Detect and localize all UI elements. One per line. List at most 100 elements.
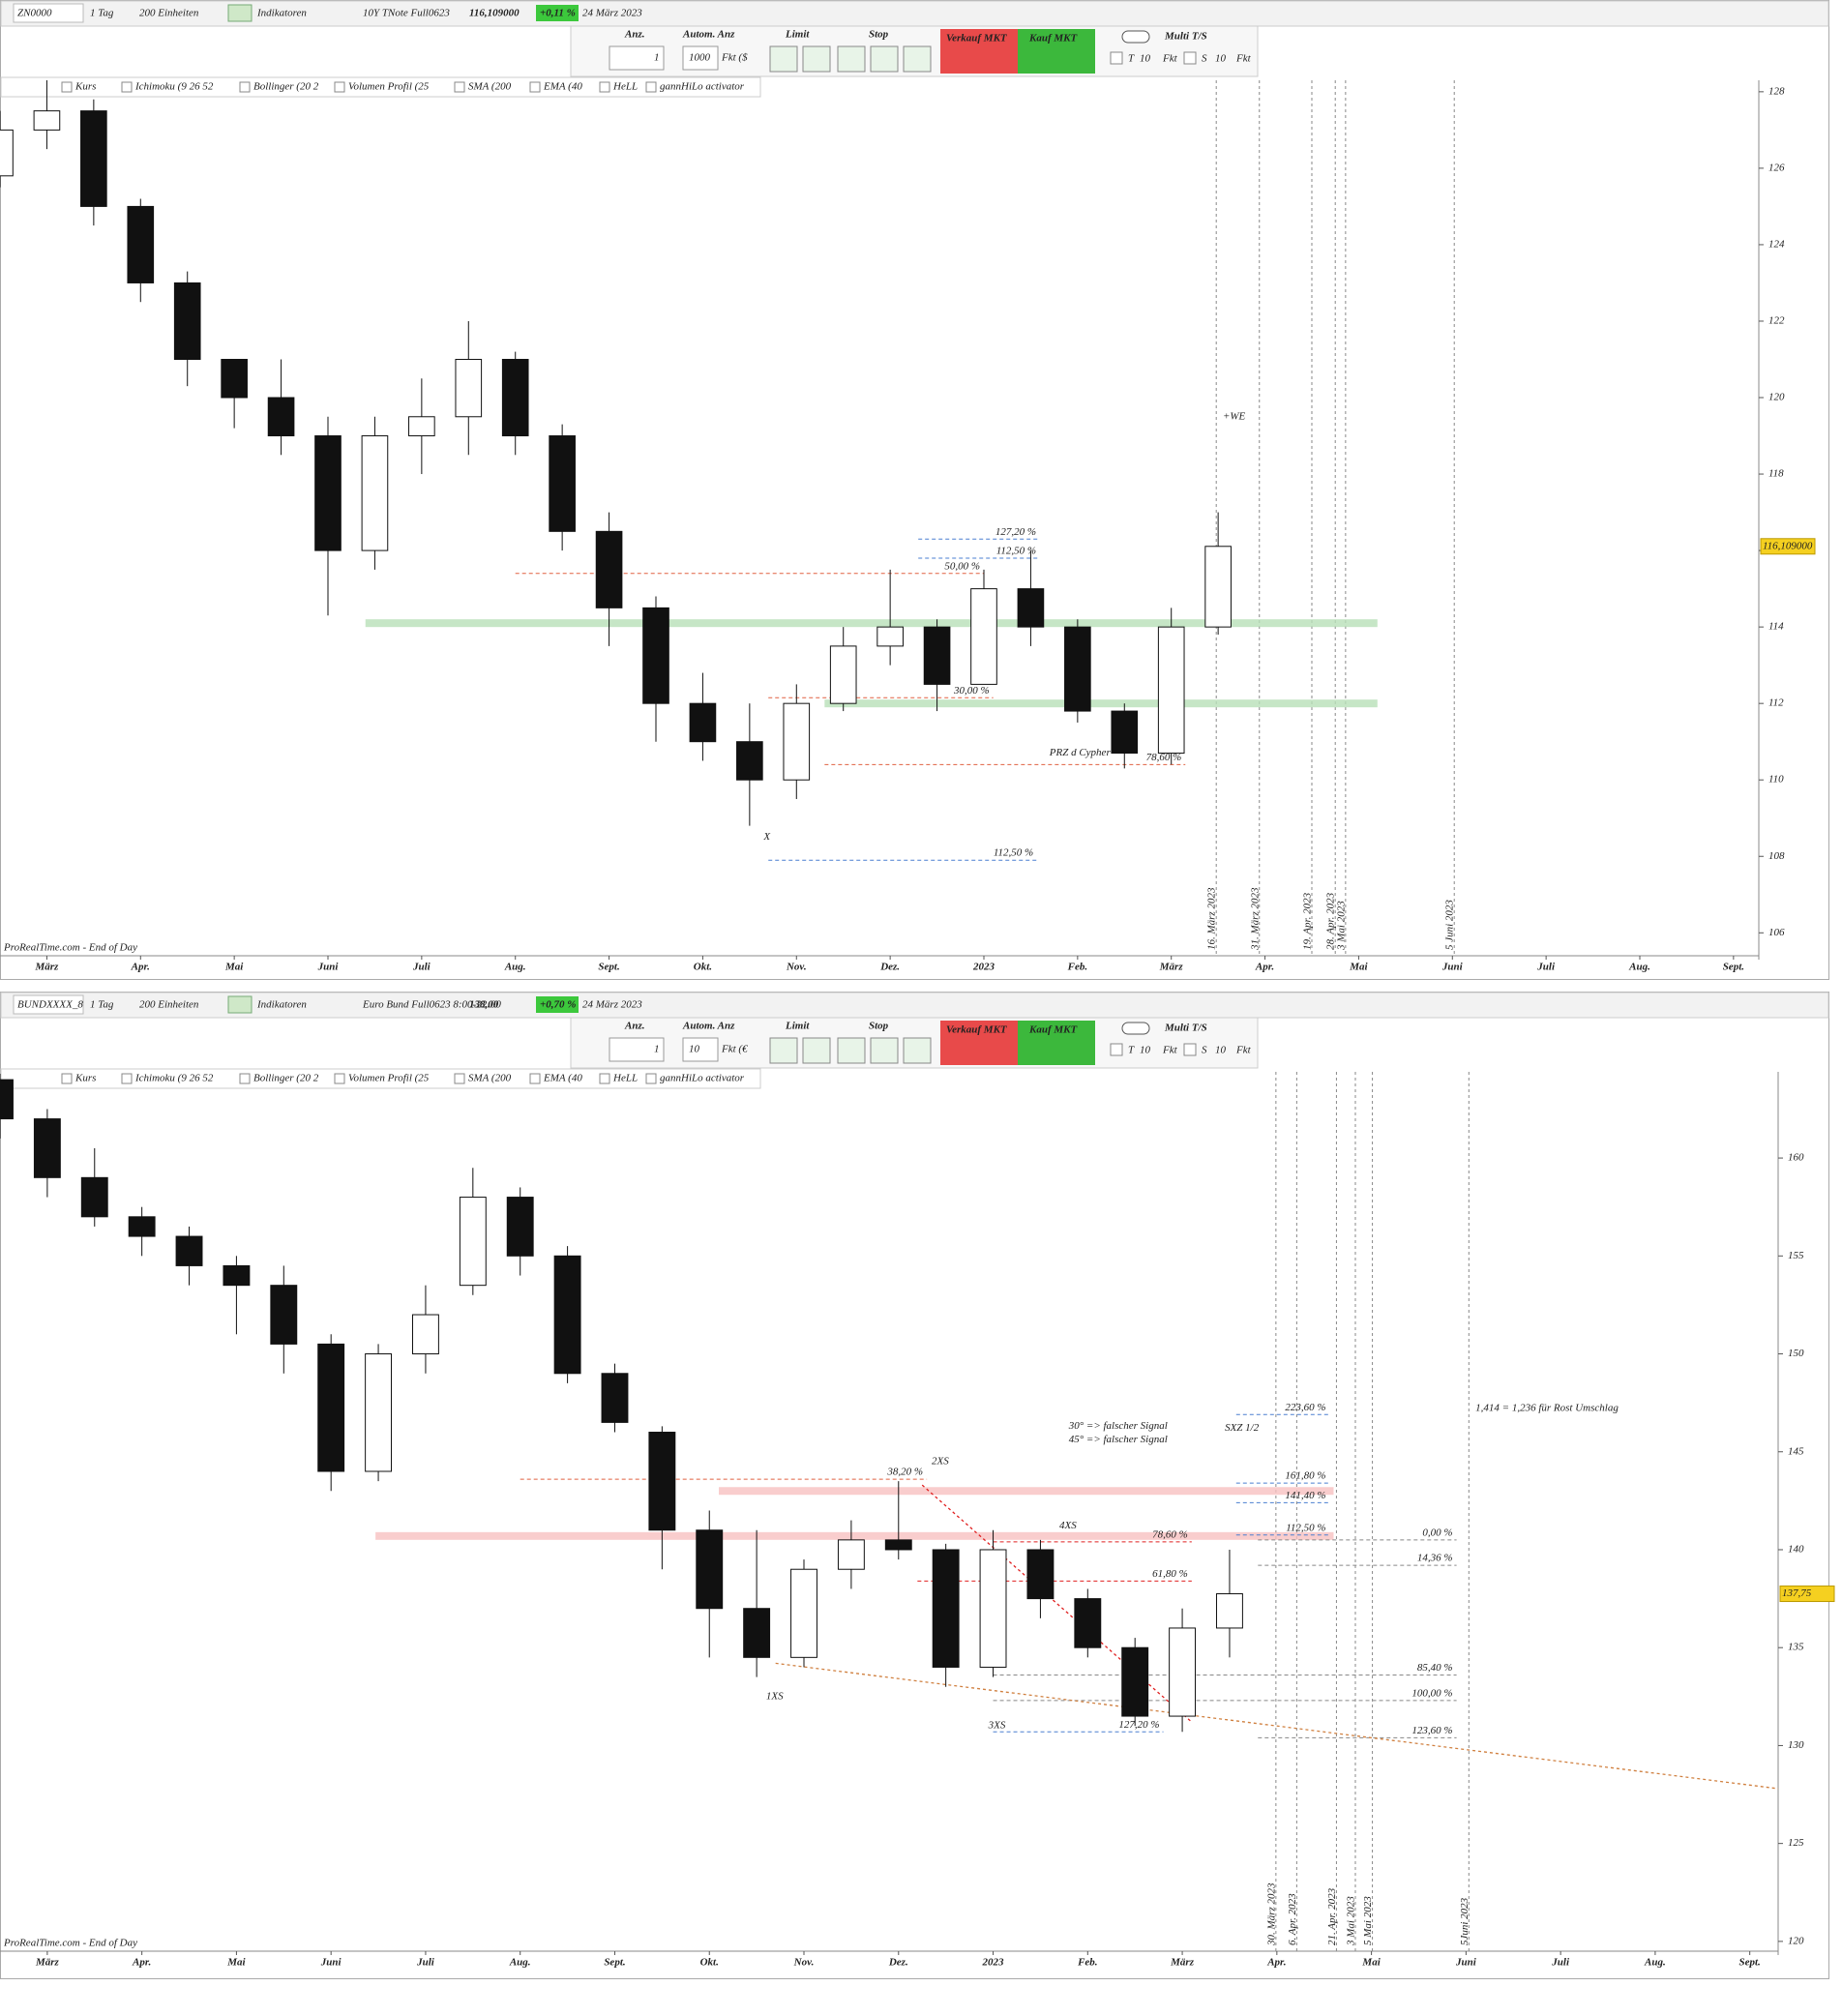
legend-check[interactable]	[334, 1073, 345, 1084]
order-icon[interactable]	[903, 1037, 932, 1064]
qty-box[interactable]	[609, 1037, 665, 1062]
legend-item[interactable]: EMA (40	[543, 1073, 582, 1084]
auto-qty-box[interactable]	[682, 45, 719, 71]
order-icon[interactable]	[769, 1037, 798, 1064]
y-tick-label: 160	[1788, 1152, 1804, 1164]
x-tick-label: Dez.	[879, 962, 900, 973]
s-check[interactable]	[1183, 51, 1197, 65]
legend-check[interactable]	[599, 81, 610, 93]
order-icon[interactable]	[802, 1037, 831, 1064]
symbol-box[interactable]	[13, 994, 84, 1015]
units-select[interactable]: 200 Einheiten	[139, 8, 199, 19]
s-check[interactable]	[1183, 1043, 1197, 1056]
y-tick-label: 106	[1768, 927, 1785, 938]
x-tick-label: Dez.	[888, 1957, 908, 1969]
legend-check[interactable]	[645, 81, 657, 93]
t-check[interactable]	[1110, 1043, 1123, 1056]
t-check[interactable]	[1110, 51, 1123, 65]
auto-qty-field[interactable]: 1000	[689, 52, 711, 64]
period-select[interactable]: 1 Tag	[90, 999, 114, 1011]
units-select[interactable]: 200 Einheiten	[139, 999, 199, 1011]
fib-label: 127,20 %	[1118, 1719, 1159, 1731]
legend-item[interactable]: Ichimoku (9 26 52	[134, 1073, 214, 1084]
legend-check[interactable]	[454, 1073, 465, 1084]
legend-item[interactable]: Ichimoku (9 26 52	[134, 81, 214, 93]
toggle[interactable]	[1121, 30, 1150, 44]
sell-button[interactable]	[940, 1021, 1018, 1065]
toolbar-text: Stop	[869, 1021, 889, 1032]
date-line-label: 3 Mai 2023	[1335, 901, 1347, 951]
legend-check[interactable]	[61, 81, 73, 93]
candle-body	[1026, 1549, 1055, 1600]
fib-label: 50,00 %	[944, 560, 980, 572]
fib-label: 14,36 %	[1417, 1553, 1453, 1564]
period-select[interactable]: 1 Tag	[90, 8, 114, 19]
y-tick-label: 110	[1768, 774, 1784, 786]
y-tick-label: 114	[1768, 621, 1784, 633]
legend-item[interactable]: Bollinger (20 2	[253, 81, 319, 93]
legend-item[interactable]: SMA (200	[468, 81, 512, 93]
candle-body	[0, 1079, 14, 1120]
order-icon[interactable]	[837, 1037, 866, 1064]
legend-item[interactable]: Kurs	[74, 81, 96, 93]
window-controls[interactable]	[1741, 5, 1819, 21]
legend-check[interactable]	[61, 1073, 73, 1084]
legend-check[interactable]	[645, 1073, 657, 1084]
auto-qty-box[interactable]	[682, 1037, 719, 1062]
order-icon[interactable]	[903, 45, 932, 73]
toolbar-text: Multi T/S	[1164, 31, 1207, 43]
legend-item[interactable]: gannHiLo activator	[660, 1073, 745, 1084]
buy-label[interactable]: Kauf MKT	[1028, 1024, 1078, 1036]
candle-body	[1111, 710, 1139, 755]
legend-item[interactable]: Bollinger (20 2	[253, 1073, 319, 1084]
legend-item[interactable]: gannHiLo activator	[660, 81, 745, 93]
last-price-label: 137,75	[1782, 1587, 1812, 1599]
legend-check[interactable]	[239, 1073, 251, 1084]
indicators-button[interactable]: Indikatoren	[256, 999, 307, 1011]
qty-box[interactable]	[609, 45, 665, 71]
candle-body	[884, 1539, 912, 1551]
symbol-field[interactable]: BUNDXXXX_8	[17, 999, 83, 1011]
order-icon[interactable]	[870, 45, 899, 73]
buy-button[interactable]	[1018, 29, 1095, 74]
buy-label[interactable]: Kauf MKT	[1028, 33, 1078, 44]
indicators-button[interactable]: Indikatoren	[256, 8, 307, 19]
sell-button[interactable]	[940, 29, 1018, 74]
legend-check[interactable]	[121, 81, 133, 93]
legend-check[interactable]	[121, 1073, 133, 1084]
y-tick-label: 155	[1788, 1250, 1804, 1261]
toggle[interactable]	[1121, 1022, 1150, 1035]
candle-body	[270, 1285, 298, 1345]
order-icon[interactable]	[837, 45, 866, 73]
legend-item[interactable]: SMA (200	[468, 1073, 512, 1084]
legend-check[interactable]	[529, 81, 541, 93]
legend-item[interactable]: HeLL	[612, 81, 638, 93]
header-price: 138,00	[469, 999, 499, 1011]
qty-field[interactable]: 1	[654, 1044, 660, 1055]
legend-check[interactable]	[529, 1073, 541, 1084]
legend-item[interactable]: Volumen Profil (25	[348, 81, 430, 93]
legend-check[interactable]	[239, 81, 251, 93]
legend-item[interactable]: Volumen Profil (25	[348, 1073, 430, 1084]
order-icon[interactable]	[769, 45, 798, 73]
symbol-box[interactable]	[13, 3, 84, 23]
buy-button[interactable]	[1018, 1021, 1095, 1065]
symbol-field[interactable]: ZN0000	[17, 8, 52, 19]
sell-label[interactable]: Verkauf MKT	[946, 33, 1008, 44]
legend-item[interactable]: Kurs	[74, 1073, 96, 1084]
x-tick-label: Okt.	[694, 962, 712, 973]
legend-check[interactable]	[334, 81, 345, 93]
legend-check[interactable]	[454, 81, 465, 93]
order-icon[interactable]	[802, 45, 831, 73]
qty-field[interactable]: 1	[654, 52, 660, 64]
legend-item[interactable]: HeLL	[612, 1073, 638, 1084]
auto-qty-field[interactable]: 10	[689, 1044, 700, 1055]
sell-label[interactable]: Verkauf MKT	[946, 1024, 1008, 1036]
legend-item[interactable]: EMA (40	[543, 81, 582, 93]
order-icon[interactable]	[870, 1037, 899, 1064]
toolbar-text: Fkt	[1235, 1045, 1252, 1056]
legend-check[interactable]	[599, 1073, 610, 1084]
date-line-label: 5 Mai 2023	[1362, 1896, 1374, 1945]
window-controls[interactable]	[1741, 996, 1819, 1013]
